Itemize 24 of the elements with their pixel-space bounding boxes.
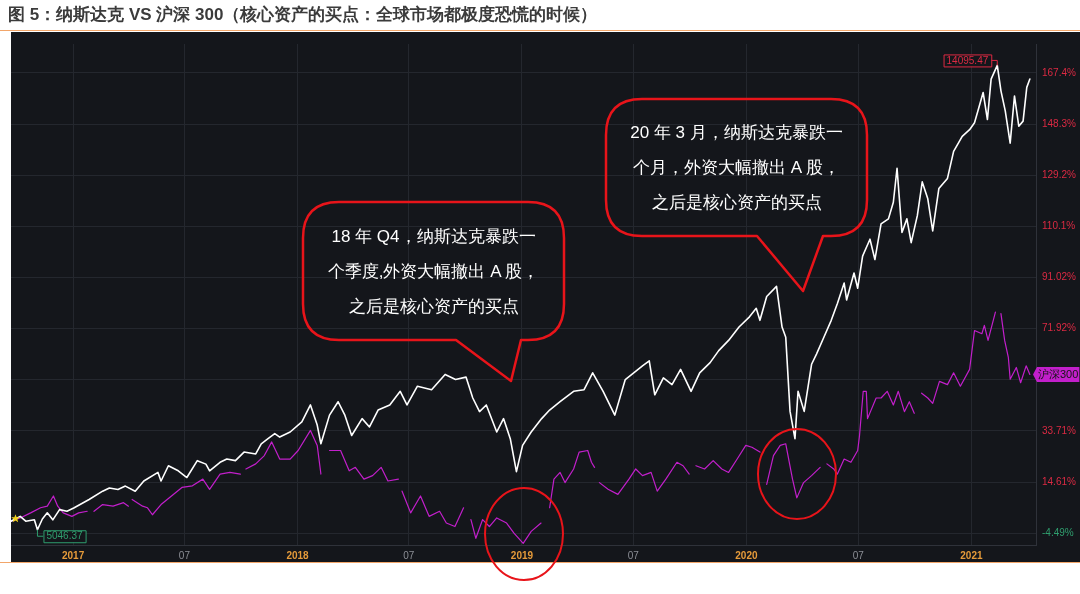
y-tick-label: 148.3%: [1042, 117, 1077, 129]
y-tick-label: -4.49%: [1042, 526, 1074, 538]
y-tick-label: 14.61%: [1042, 475, 1077, 487]
annotation: 14095.47: [946, 54, 989, 66]
annotation: 18 年 Q4，纳斯达克暴跌一个季度,外资大幅撤出 A 股，之后是核心资产的买点: [326, 225, 541, 318]
series-label: 沪深300: [1038, 367, 1079, 380]
x-tick-label: 2020: [735, 549, 758, 561]
y-tick-label: 129.2%: [1042, 168, 1077, 180]
x-tick-label: 07: [852, 549, 865, 561]
y-tick-label: 33.71%: [1042, 424, 1077, 436]
y-tick-label: 110.1%: [1042, 220, 1076, 232]
y-tick-label: 71.92%: [1042, 322, 1077, 334]
y-tick-label: 167.4%: [1042, 66, 1077, 78]
x-tick-label: 07: [403, 549, 415, 561]
x-tick-label: 07: [627, 549, 640, 561]
x-tick-label: 2021: [960, 549, 983, 561]
x-tick-label: 2018: [286, 549, 310, 561]
annotation: 5046.37: [46, 530, 84, 542]
y-tick-label: 91.02%: [1042, 271, 1077, 283]
x-tick-label: 07: [178, 549, 191, 561]
annotation: 20 年 3 月，纳斯达克暴跌一个月，外资大幅撤出 A 股，之后是核心资产的买点: [629, 122, 844, 214]
chart-title: 图 5：纳斯达克 VS 沪深 300（核心资产的买点：全球市场都极度恐慌的时候）: [8, 4, 598, 26]
x-tick-label: 2017: [61, 549, 85, 561]
x-tick-label: 2019: [510, 549, 534, 561]
